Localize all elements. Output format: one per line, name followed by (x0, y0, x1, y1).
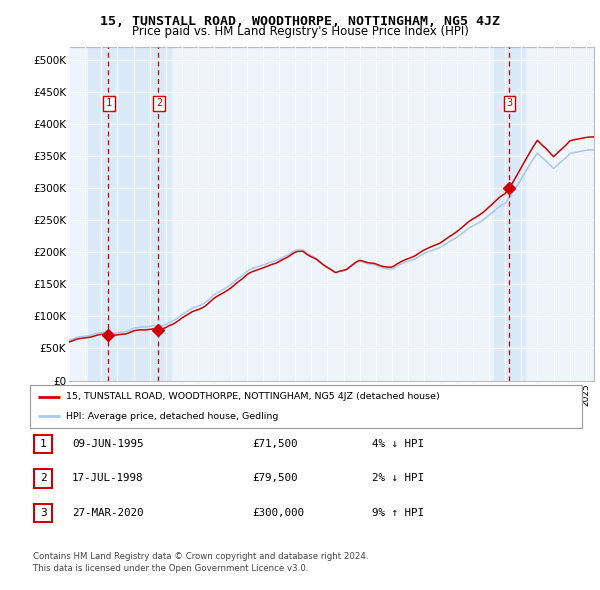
Text: 27-MAR-2020: 27-MAR-2020 (72, 508, 143, 517)
Text: Contains HM Land Registry data © Crown copyright and database right 2024.
This d: Contains HM Land Registry data © Crown c… (33, 552, 368, 573)
Text: 09-JUN-1995: 09-JUN-1995 (72, 440, 143, 449)
Text: 4% ↓ HPI: 4% ↓ HPI (372, 440, 424, 449)
Text: 15, TUNSTALL ROAD, WOODTHORPE, NOTTINGHAM, NG5 4JZ: 15, TUNSTALL ROAD, WOODTHORPE, NOTTINGHA… (100, 15, 500, 28)
Text: £71,500: £71,500 (252, 440, 298, 449)
Text: 15, TUNSTALL ROAD, WOODTHORPE, NOTTINGHAM, NG5 4JZ (detached house): 15, TUNSTALL ROAD, WOODTHORPE, NOTTINGHA… (66, 392, 440, 401)
Text: 17-JUL-1998: 17-JUL-1998 (72, 474, 143, 483)
Text: 1: 1 (106, 99, 112, 109)
Text: 2% ↓ HPI: 2% ↓ HPI (372, 474, 424, 483)
FancyBboxPatch shape (34, 435, 52, 453)
Bar (88, 47, 171, 381)
Text: 3: 3 (506, 99, 512, 109)
Text: 9% ↑ HPI: 9% ↑ HPI (372, 508, 424, 517)
Text: Price paid vs. HM Land Registry's House Price Index (HPI): Price paid vs. HM Land Registry's House … (131, 25, 469, 38)
FancyBboxPatch shape (34, 470, 52, 487)
Text: 2: 2 (40, 474, 47, 483)
Text: HPI: Average price, detached house, Gedling: HPI: Average price, detached house, Gedl… (66, 412, 278, 421)
Text: £79,500: £79,500 (252, 474, 298, 483)
Text: 3: 3 (40, 508, 47, 517)
FancyBboxPatch shape (30, 385, 582, 428)
Bar (494, 47, 524, 381)
Text: 1: 1 (40, 440, 47, 449)
FancyBboxPatch shape (34, 504, 52, 522)
Text: 2: 2 (156, 99, 163, 109)
Text: £300,000: £300,000 (252, 508, 304, 517)
